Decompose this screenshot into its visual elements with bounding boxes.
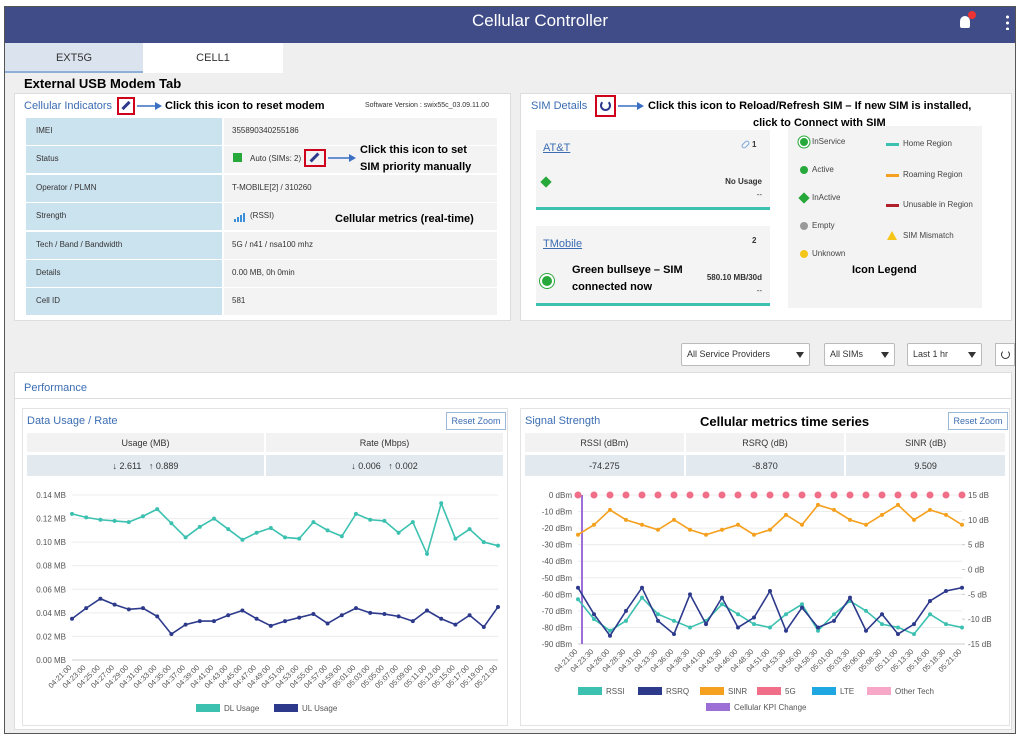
sim-status-bullseye xyxy=(542,276,552,286)
annotation: Green bullseye – SIM xyxy=(572,264,683,276)
legend-icon xyxy=(886,143,899,146)
header-title: Cellular Controller xyxy=(340,11,740,31)
annotation: External USB Modem Tab xyxy=(24,76,181,91)
row-label: Tech / Band / Bandwidth xyxy=(36,240,122,249)
menu-dots[interactable] xyxy=(1006,14,1009,30)
annotation: SIM priority manually xyxy=(360,161,471,173)
tab-active[interactable]: EXT5G xyxy=(5,43,143,73)
row-label: Cell ID xyxy=(36,296,60,305)
annotation: Click this icon to Reload/Refresh SIM – … xyxy=(648,100,971,112)
annotation: connected now xyxy=(572,281,652,293)
refresh-icon[interactable] xyxy=(600,100,611,111)
signal-bar xyxy=(237,217,239,222)
sim-usage-sub: -- xyxy=(640,286,762,295)
summary-header: Rate (Mbps) xyxy=(265,432,504,453)
row-label: Details xyxy=(36,268,60,277)
row-label: Operator / PLMN xyxy=(36,183,96,192)
row-label: Status xyxy=(36,154,59,163)
signal-bar xyxy=(243,213,245,222)
legend-label: Empty xyxy=(812,221,835,230)
panel-title: Performance xyxy=(24,382,87,394)
row-value: 0.00 MB, 0h 0min xyxy=(232,268,295,277)
legend-icon xyxy=(886,204,899,207)
sim-usage-sub: -- xyxy=(640,190,762,199)
summary-value: 9.509 xyxy=(845,454,1006,477)
dropdown-arrow xyxy=(968,352,976,358)
legend-icon xyxy=(887,231,897,240)
legend-box xyxy=(788,126,982,308)
panel-title: SIM Details xyxy=(531,100,587,112)
summary-header: Usage (MB) xyxy=(26,432,265,453)
row-value: (RSSI) xyxy=(250,211,274,220)
row-value-cell xyxy=(224,288,497,315)
reset-zoom-button[interactable]: Reset Zoom xyxy=(948,412,1008,430)
chart-title: Signal Strength xyxy=(525,415,600,427)
signal-bar xyxy=(234,219,236,222)
dropdown-label: All Service Providers xyxy=(687,349,770,359)
row-value: Auto (SIMs: 2) xyxy=(250,154,301,163)
panel-title: Cellular Indicators xyxy=(24,100,112,112)
row-value: 5G / n41 / nsa100 mhz xyxy=(232,240,313,249)
sim-slot: 2 xyxy=(752,236,756,245)
reset-zoom-button[interactable]: Reset Zoom xyxy=(446,412,506,430)
dropdown-label: All SIMs xyxy=(830,349,863,359)
annotation: Icon Legend xyxy=(852,264,917,276)
summary-header: RSRQ (dB) xyxy=(685,432,846,453)
legend-label: SIM Mismatch xyxy=(903,231,954,240)
dropdown-arrow xyxy=(881,352,889,358)
legend-icon xyxy=(886,174,899,177)
status-square xyxy=(233,153,242,162)
sim-name[interactable]: AT&T xyxy=(543,142,570,154)
annotation: Cellular metrics time series xyxy=(700,414,869,429)
legend-icon xyxy=(800,166,808,174)
annotation: Click this icon to set xyxy=(360,144,467,156)
sim-usage: No Usage xyxy=(640,177,762,186)
notification-dot xyxy=(968,11,976,19)
legend-icon xyxy=(800,138,808,146)
row-value: 581 xyxy=(232,296,245,305)
legend-label: InActive xyxy=(812,193,840,202)
dropdown-label: Last 1 hr xyxy=(913,349,948,359)
divider xyxy=(14,398,1012,399)
row-label: Strength xyxy=(36,211,66,220)
sim-slot: 1 xyxy=(752,140,756,149)
row-value: T-MOBILE[2] / 310260 xyxy=(232,183,312,192)
legend-icon xyxy=(800,250,808,258)
legend-label: Unusable in Region xyxy=(903,200,973,209)
annotation: Click this icon to reset modem xyxy=(165,100,325,112)
summary-value: -8.870 xyxy=(685,454,846,477)
tab[interactable]: CELL1 xyxy=(143,43,283,73)
annotation: Cellular metrics (real-time) xyxy=(335,213,474,225)
sim-name[interactable]: TMobile xyxy=(543,238,582,250)
chart-title: Data Usage / Rate xyxy=(27,415,118,427)
summary-header: RSSI (dBm) xyxy=(524,432,685,453)
signal-bar xyxy=(240,215,242,222)
row-label-cell xyxy=(26,118,222,145)
legend-label: Active xyxy=(812,165,834,174)
summary-value: ↓ 0.006 ↑ 0.002 xyxy=(265,454,504,477)
legend-label: Roaming Region xyxy=(903,170,963,179)
row-label: IMEI xyxy=(36,126,52,135)
legend-icon xyxy=(800,222,808,230)
refresh-icon xyxy=(1001,350,1010,359)
legend-label: InService xyxy=(812,137,845,146)
summary-value: -74.275 xyxy=(524,454,685,477)
dropdown-arrow xyxy=(796,352,804,358)
legend-label: Home Region xyxy=(903,139,952,148)
summary-value: ↓ 2.611 ↑ 0.889 xyxy=(26,454,265,477)
legend-label: Unknown xyxy=(812,249,845,258)
row-value: 355890340255186 xyxy=(232,126,299,135)
summary-header: SINR (dB) xyxy=(845,432,1006,453)
software-version: Software Version : swix55c_03.09.11.00 xyxy=(365,102,489,109)
